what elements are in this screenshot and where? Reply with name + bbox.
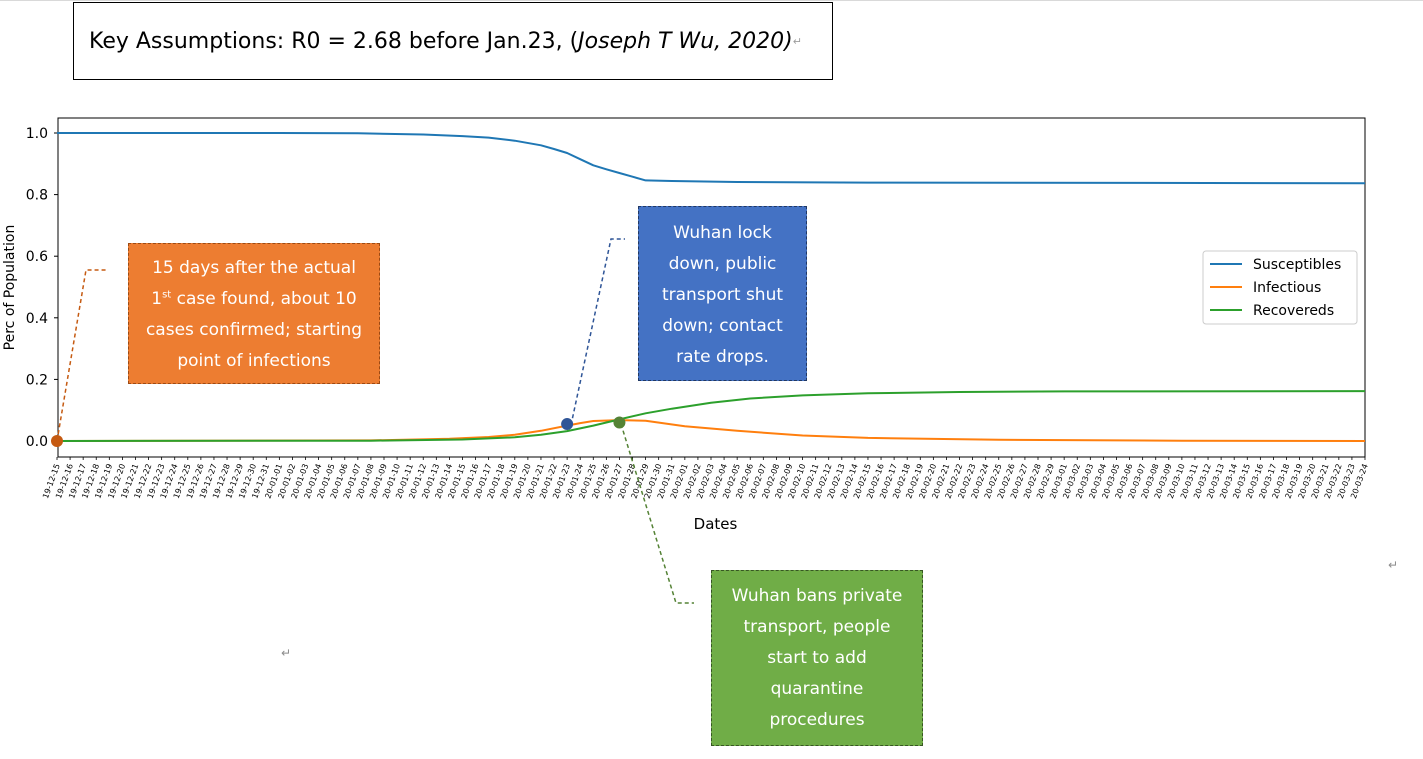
page-top-border [0, 0, 1423, 1]
event-marker [51, 435, 63, 447]
paragraph-mark-icon: ↵ [281, 646, 292, 660]
plot-frame [57, 117, 1366, 458]
annotation-lockdown-line2: down, public [668, 254, 777, 274]
key-assumptions-box: Key Assumptions: R0 = 2.68 before Jan.23… [73, 2, 833, 80]
annotation-lockdown-line1: Wuhan lock [673, 223, 772, 243]
paragraph-mark-icon: ↵ [1388, 558, 1399, 572]
y-tick-label: 0.2 [26, 372, 48, 388]
event-marker [561, 418, 574, 431]
annotation-ban-line5: procedures [769, 710, 865, 730]
y-tick-label: 1.0 [26, 126, 48, 142]
annotation-ban-line3: start to add [767, 648, 867, 668]
annotation-first-case-line4: point of infections [177, 351, 331, 371]
legend-label: Recovereds [1253, 303, 1334, 319]
title-citation: Joseph T Wu, 2020) [578, 28, 793, 54]
y-tick-label: 0.0 [26, 434, 48, 450]
series-line-susceptibles [57, 132, 1366, 185]
annotation-ban-line2: transport, people [743, 617, 891, 637]
legend-box [1202, 250, 1358, 325]
annotation-first-case-line2: 1st case found, about 10 [151, 289, 357, 309]
connector-lockdown [570, 238, 625, 426]
y-axis-label: Perc of Population [2, 225, 18, 351]
connector-transport-ban [620, 423, 694, 604]
y-tick-label: 0.6 [26, 249, 48, 265]
annotation-lockdown: Wuhan lock down, public transport shut d… [638, 206, 807, 381]
series-line-recovereds [56, 390, 1366, 442]
title-prefix: Key Assumptions: R0 = 2.68 before Jan.23… [89, 28, 579, 54]
annotation-ban-line1: Wuhan bans private [731, 586, 903, 606]
y-tick-label: 0.8 [26, 188, 48, 204]
annotation-lockdown-line3: transport shut [661, 285, 784, 305]
legend-label: Infectious [1253, 280, 1321, 296]
annotation-lockdown-line5: rate drops. [676, 347, 769, 367]
annotation-first-case: 15 days after the actual 1st case found,… [128, 243, 380, 384]
paragraph-mark-icon: ↵ [792, 34, 802, 48]
series-line-infectious [56, 419, 1366, 442]
event-marker [613, 416, 626, 429]
connector-first-case [56, 269, 108, 442]
y-tick-label: 0.4 [26, 311, 48, 327]
legend-label: Susceptibles [1253, 257, 1341, 273]
annotation-first-case-line1: 15 days after the actual [152, 258, 356, 278]
annotation-ban-line4: quarantine [770, 679, 864, 699]
annotation-first-case-line3: cases confirmed; starting [145, 320, 363, 340]
x-axis-label: Dates [694, 515, 738, 533]
annotation-lockdown-line4: down; contact [662, 316, 783, 336]
annotation-private-transport-ban: Wuhan bans private transport, people sta… [711, 570, 923, 746]
